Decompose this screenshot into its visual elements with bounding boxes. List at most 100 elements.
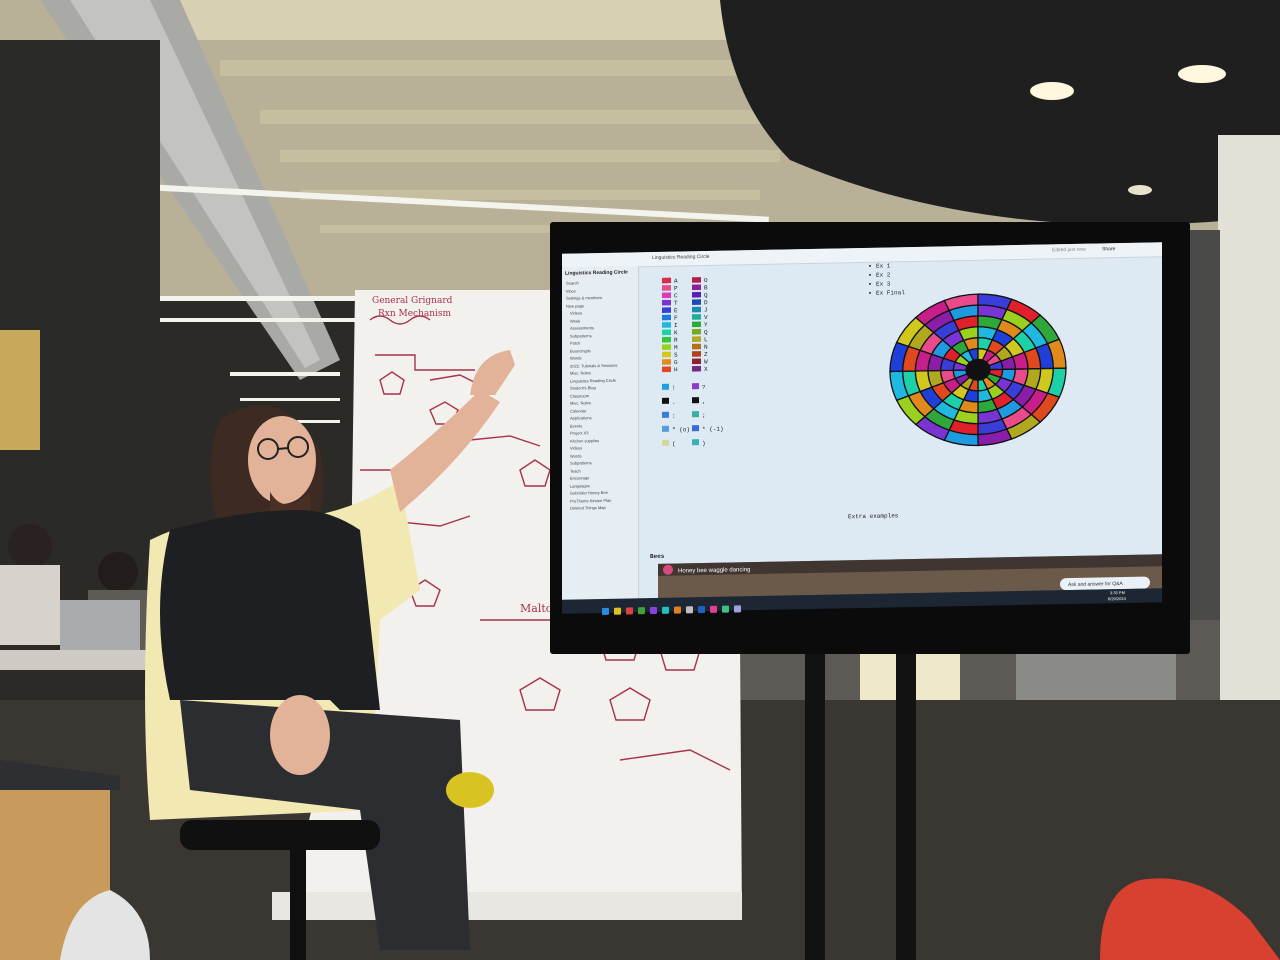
cipher-letter: V — [704, 314, 708, 321]
cipher-letter: T — [674, 300, 678, 307]
cipher-letter: L — [704, 336, 708, 343]
cipher-swatch — [662, 344, 671, 350]
sidebar-list: Search Inbox Settings & members New page Vid… — [562, 278, 638, 512]
cipher-letter: M — [674, 344, 678, 351]
cipher-swatch — [662, 383, 669, 390]
cipher-swatch — [692, 351, 701, 357]
cipher-swatch — [662, 359, 671, 365]
cipher-swatch — [692, 306, 701, 313]
cipher-swatch — [662, 351, 671, 358]
wheel-cell — [1046, 338, 1067, 369]
bullet-icon — [869, 273, 871, 276]
sidebar: Linguistics Reading Circle Search Inbox Se… — [562, 266, 639, 604]
video-avatar — [663, 564, 673, 575]
section-heading: Bees — [650, 553, 665, 560]
cipher-symbol: ; — [702, 412, 706, 419]
taskbar-date: 8/29/2024 — [1108, 595, 1126, 602]
foreground-shoe — [1100, 878, 1280, 960]
taskbar-app-icon[interactable] — [662, 606, 669, 614]
cipher-letter: E — [674, 307, 678, 314]
cipher-swatch — [662, 292, 671, 299]
cipher-swatch — [662, 277, 671, 284]
tv-monitor: Linguistics Reading Circle Edited just n… — [550, 222, 1190, 654]
dark-overhang — [720, 0, 1280, 225]
cipher-letter: A — [674, 278, 678, 285]
laptop — [60, 600, 140, 650]
cipher-swatch — [692, 383, 699, 390]
cipher-letter: G — [674, 359, 678, 366]
cipher-letter: N — [704, 344, 708, 351]
cipher-swatch — [662, 439, 669, 446]
cipher-swatch — [692, 314, 701, 320]
cipher-letter: Z — [704, 351, 708, 358]
taskbar-app-icon[interactable] — [602, 607, 609, 615]
example-toggle[interactable]: Ex Final — [876, 289, 905, 297]
spotlight — [1128, 185, 1152, 195]
cipher-letter: F — [674, 315, 678, 322]
cipher-letter: K — [674, 329, 678, 336]
taskbar-app-icon[interactable] — [650, 606, 657, 615]
cipher-swatch — [692, 365, 701, 372]
cipher-letter: H — [674, 366, 678, 373]
taskbar-app-icon[interactable] — [686, 606, 693, 614]
spotlight — [1178, 65, 1226, 83]
spotlight — [1030, 82, 1074, 100]
cipher-swatch — [692, 397, 699, 404]
example-toggle[interactable]: Ex 3 — [876, 280, 891, 287]
example-toggle[interactable]: Ex 1 — [876, 262, 891, 269]
cipher-swatch — [662, 425, 669, 432]
bullet-icon — [869, 282, 871, 285]
taskbar-app-icon[interactable] — [638, 607, 645, 615]
extra-examples-toggle[interactable]: Extra examples — [848, 512, 899, 520]
cipher-swatch — [662, 336, 671, 343]
taskbar-time: 3:33 PM — [1110, 589, 1125, 596]
cipher-swatch — [692, 291, 701, 298]
chat-pill[interactable] — [1060, 576, 1150, 591]
cipher-letter: R — [674, 337, 678, 344]
cipher-swatch — [662, 314, 671, 321]
cipher-letter: O — [704, 277, 708, 284]
presenter-resting-hand — [270, 695, 330, 775]
taskbar-app-icon[interactable] — [722, 605, 729, 613]
cipher-swatch — [662, 397, 669, 404]
sidebar-item[interactable]: Deleted Things Map — [570, 504, 606, 511]
ceiling-beams — [180, 0, 780, 233]
share-button[interactable]: Share — [1102, 246, 1116, 253]
cipher-symbol: * (-1) — [702, 426, 724, 433]
whiteboard-heading-line2: Rxn Mechanism — [378, 309, 452, 319]
cipher-swatch — [692, 321, 701, 328]
cipher-symbol: " (o) — [672, 426, 690, 433]
cipher-swatch — [662, 366, 671, 373]
cipher-swatch — [692, 343, 701, 350]
presenter-face — [248, 416, 316, 504]
taskbar-app-icon[interactable] — [734, 605, 741, 613]
cipher-swatch — [662, 411, 669, 418]
taskbar-app-icon[interactable] — [674, 606, 681, 614]
cipher-swatch — [692, 284, 701, 291]
cipher-swatch — [692, 411, 699, 418]
cipher-swatch — [662, 307, 671, 313]
taskbar-app-icon[interactable] — [698, 606, 705, 614]
cipher-symbol: ! — [672, 385, 676, 392]
cipher-letter: S — [674, 352, 678, 359]
cipher-symbol: ( — [672, 441, 676, 448]
cipher-letter: C — [674, 292, 678, 299]
video-caption[interactable]: Honey bee waggle dancing — [678, 567, 750, 574]
cipher-letter: W — [704, 358, 708, 365]
taskbar-app-icon[interactable] — [614, 607, 621, 615]
cipher-swatch — [692, 358, 701, 365]
cipher-swatch — [692, 277, 701, 283]
cipher-swatch — [692, 425, 699, 432]
cipher-symbol: . — [672, 399, 676, 406]
bullet-icon — [869, 291, 871, 294]
cipher-letter: Q — [704, 329, 708, 336]
breadcrumb[interactable]: Linguistics Reading Circle — [652, 253, 710, 262]
example-toggle[interactable]: Ex 2 — [876, 271, 891, 278]
monitor-screen: Linguistics Reading Circle Edited just n… — [562, 242, 1162, 604]
taskbar-app-icon[interactable] — [710, 605, 717, 613]
monitor-stand — [805, 640, 916, 960]
chat-hint: Ask and answer for Q&A — [1068, 581, 1123, 588]
taskbar-app-icon[interactable] — [626, 607, 633, 615]
